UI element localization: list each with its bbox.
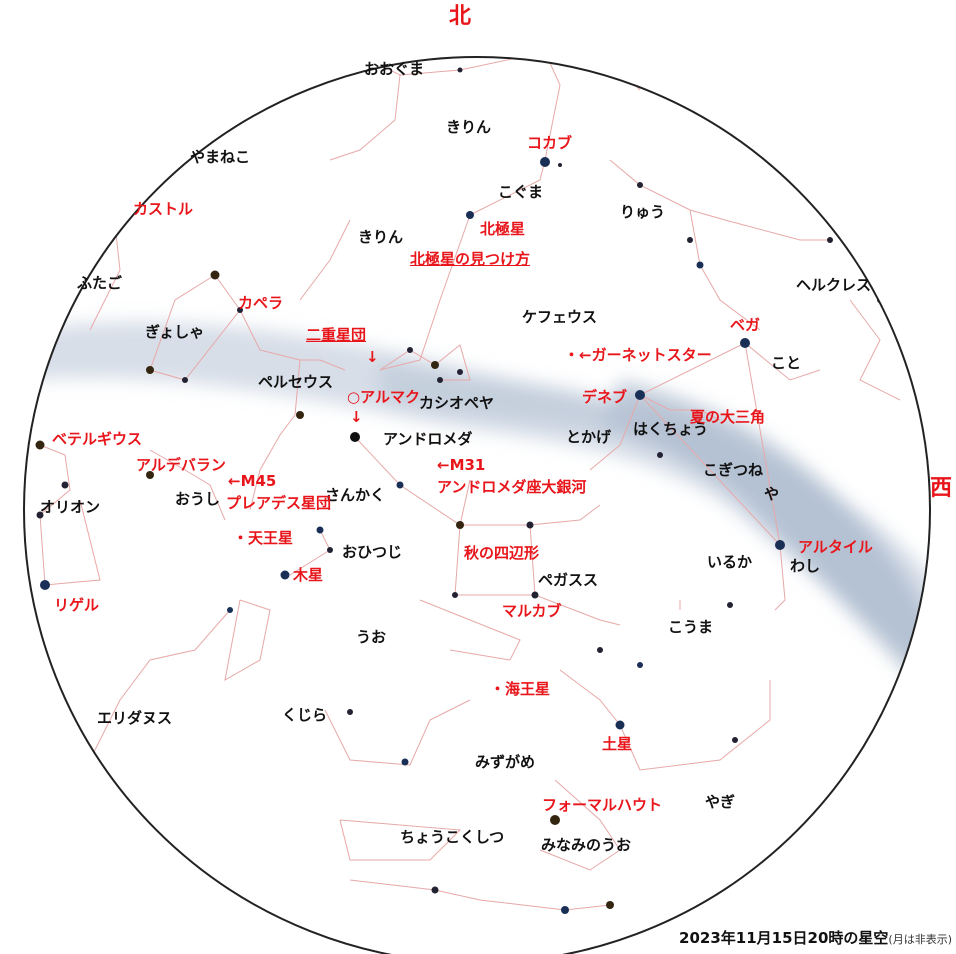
star-label: ベガ — [730, 316, 761, 334]
constellation-label: カシオペヤ — [419, 394, 495, 412]
object-label: ←M45 — [228, 472, 277, 490]
constellation-label: ヘルクレス — [796, 276, 872, 294]
north-label: 北 — [449, 4, 472, 29]
west-label: 西 — [930, 476, 953, 501]
object-label: プレアデス星団 — [226, 494, 332, 512]
constellation-label: きりん — [358, 228, 404, 246]
chart-caption: 2023年11月15日20時の星空(月は非表示) — [679, 930, 952, 946]
star-label: カストル — [133, 200, 194, 218]
constellation-label: きりん — [446, 118, 492, 136]
constellation-label: とかげ — [566, 428, 612, 446]
constellation-label: りゅう — [620, 203, 666, 221]
constellation-label: くじら — [282, 706, 328, 724]
asterism-label: 秋の四辺形 — [464, 544, 540, 562]
star-label: デネブ — [582, 388, 628, 406]
constellation-label: アンドロメダ — [383, 430, 473, 448]
constellation-lines — [39, 57, 901, 911]
constellation-label: ペルセウス — [258, 373, 334, 391]
constellation-label: ケフェウス — [522, 308, 598, 326]
constellation-label: ちょうこくしつ — [400, 828, 505, 846]
star-label: アルデバラン — [136, 456, 226, 474]
constellation-label: やまねこ — [190, 148, 251, 166]
caption-note: (月は非表示) — [888, 933, 952, 946]
star-label: ベテルギウス — [52, 430, 143, 448]
star-label: 北極星 — [480, 220, 526, 238]
planet-label: 土星 — [602, 735, 633, 753]
constellation-label: いるか — [707, 553, 753, 571]
constellation-label: おひつじ — [342, 543, 403, 561]
constellation-label: こうま — [668, 618, 714, 636]
constellation-label: ペガスス — [538, 571, 599, 589]
constellation-label: みなみのうお — [541, 836, 632, 854]
arrow-glyph: ↓ — [366, 348, 379, 366]
constellation-label: こと — [771, 354, 802, 372]
star-label: ・←ガーネットスター — [564, 346, 712, 364]
object-label: アンドロメダ座大銀河 — [437, 478, 587, 496]
star-label: コカブ — [527, 134, 573, 152]
constellation-label: みずがめ — [475, 753, 536, 771]
star-label: マルカブ — [502, 602, 562, 620]
caption-date: 2023年11月15日20時の星空 — [679, 929, 889, 947]
planet-label: 木星 — [293, 566, 324, 584]
stars — [35, 67, 883, 914]
constellation-label: はくちょう — [633, 420, 709, 438]
polaris-guide-link[interactable]: 北極星の見つけ方 — [410, 250, 531, 268]
constellation-label: さんかく — [325, 486, 386, 504]
constellation-label: うお — [356, 628, 387, 646]
constellation-label: やぎ — [705, 793, 736, 811]
star-label: カペラ — [238, 294, 284, 312]
star-label: フォーマルハウト — [542, 796, 663, 814]
constellation-label: エリダヌス — [97, 709, 173, 727]
arrow-glyph: ↓ — [350, 408, 363, 426]
object-label-double-cluster: 二重星団 — [306, 326, 367, 344]
planet-label: ・天王星 — [233, 529, 294, 547]
constellation-label: オリオン — [40, 498, 101, 516]
horizon-circle — [23, 56, 931, 954]
constellation-label: わし — [790, 557, 821, 575]
constellation-label: ふたご — [77, 274, 123, 292]
constellation-label: ぎょしゃ — [145, 323, 205, 341]
constellation-label: おおぐま — [364, 60, 425, 78]
object-label: ←M31 — [437, 456, 486, 474]
asterism-label: 夏の大三角 — [690, 408, 766, 426]
star-label: ○アルマク — [347, 388, 420, 406]
constellation-label: こぎつね — [703, 461, 764, 479]
constellation-label: こぐま — [498, 183, 544, 201]
star-label: リゲル — [54, 596, 100, 614]
constellation-label: や — [764, 485, 780, 503]
star-label: アルタイル — [798, 538, 873, 556]
planet-label: ・海王星 — [490, 680, 551, 698]
constellation-label: おうし — [175, 490, 221, 508]
